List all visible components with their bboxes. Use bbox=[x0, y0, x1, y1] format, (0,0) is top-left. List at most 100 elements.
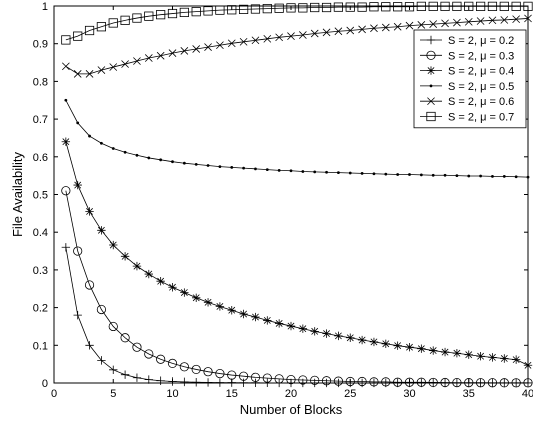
data-point bbox=[61, 62, 70, 71]
data-point bbox=[393, 2, 403, 12]
data-point bbox=[132, 261, 142, 271]
data-point bbox=[132, 373, 142, 382]
plot-area bbox=[61, 1, 533, 388]
data-point bbox=[263, 34, 272, 43]
data-point bbox=[301, 170, 305, 173]
data-point bbox=[192, 378, 201, 387]
legend-marker bbox=[426, 50, 436, 60]
data-point bbox=[310, 375, 320, 385]
data-point bbox=[135, 153, 139, 157]
data-point bbox=[159, 158, 163, 162]
data-point bbox=[393, 22, 402, 31]
data-point bbox=[405, 342, 414, 352]
series-line bbox=[65, 190, 528, 384]
data-point bbox=[417, 20, 426, 29]
legend-entry: S = 2, μ = 0.4 bbox=[420, 66, 514, 78]
data-point bbox=[464, 17, 473, 26]
data-point bbox=[512, 15, 521, 24]
data-point bbox=[263, 316, 272, 325]
legend-label: S = 2, μ = 0.5 bbox=[448, 81, 514, 93]
data-point bbox=[431, 173, 435, 177]
data-point bbox=[428, 377, 438, 388]
data-point bbox=[455, 174, 459, 178]
data-point bbox=[298, 324, 308, 333]
legend-box bbox=[413, 29, 527, 129]
data-point bbox=[218, 165, 222, 169]
data-point bbox=[310, 29, 319, 38]
data-point bbox=[289, 169, 293, 173]
data-point bbox=[405, 21, 414, 30]
data-point bbox=[76, 121, 80, 125]
data-point bbox=[274, 3, 284, 13]
data-point bbox=[346, 333, 355, 342]
data-point bbox=[440, 347, 450, 357]
data-point bbox=[156, 51, 165, 60]
data-point bbox=[429, 346, 438, 355]
data-point bbox=[123, 150, 127, 154]
data-point bbox=[453, 18, 461, 27]
data-point bbox=[333, 376, 343, 386]
legend-entry: S = 2, μ = 0.3 bbox=[420, 50, 514, 62]
data-point bbox=[97, 66, 106, 74]
legend: S = 2, μ = 0.2 S = 2, μ = 0.3 S = 2, μ = 0… bbox=[413, 29, 527, 129]
y-tick-label: 0.7 bbox=[33, 114, 48, 126]
data-point bbox=[144, 349, 154, 359]
data-point bbox=[502, 175, 506, 178]
data-point bbox=[180, 377, 189, 387]
data-point bbox=[348, 171, 352, 175]
data-point bbox=[108, 321, 118, 332]
data-point bbox=[191, 7, 201, 17]
data-point bbox=[73, 31, 83, 41]
data-point bbox=[514, 175, 518, 179]
data-point bbox=[61, 35, 71, 45]
y-tick-label: 0.1 bbox=[33, 340, 48, 352]
data-point bbox=[325, 170, 328, 174]
data-point bbox=[85, 341, 94, 350]
data-point bbox=[216, 41, 224, 50]
data-point bbox=[156, 354, 166, 364]
data-point bbox=[109, 240, 118, 250]
data-point bbox=[120, 15, 130, 25]
data-point bbox=[121, 60, 129, 68]
data-point bbox=[239, 37, 248, 46]
data-point bbox=[167, 358, 178, 368]
data-point bbox=[416, 377, 426, 387]
data-point bbox=[476, 17, 485, 25]
data-point bbox=[500, 16, 509, 24]
data-point bbox=[464, 350, 473, 359]
y-tick-label: 0.8 bbox=[33, 76, 48, 88]
data-point bbox=[404, 377, 415, 387]
x-tick-label: 10 bbox=[166, 388, 178, 400]
legend-marker bbox=[426, 35, 436, 45]
data-point bbox=[381, 377, 391, 387]
data-point bbox=[85, 70, 94, 78]
data-point bbox=[369, 377, 379, 387]
data-point bbox=[251, 36, 260, 45]
data-point bbox=[132, 342, 142, 352]
x-tick-label: 20 bbox=[285, 388, 297, 400]
legend-entry: S = 2, μ = 0.6 bbox=[420, 96, 514, 108]
legend-label: S = 2, μ = 0.3 bbox=[448, 50, 514, 62]
legend-label: S = 2, μ = 0.2 bbox=[448, 35, 514, 47]
data-point bbox=[500, 354, 509, 363]
series-line bbox=[65, 18, 529, 75]
data-point bbox=[108, 18, 118, 28]
data-point bbox=[168, 283, 177, 292]
data-point bbox=[298, 375, 308, 385]
data-point bbox=[64, 98, 68, 102]
data-point bbox=[192, 293, 201, 302]
data-point bbox=[254, 167, 257, 171]
data-point bbox=[476, 352, 485, 361]
data-point bbox=[298, 31, 307, 39]
data-point bbox=[488, 353, 497, 362]
data-point bbox=[61, 186, 71, 196]
legend-label: S = 2, μ = 0.7 bbox=[448, 112, 514, 124]
x-tick-label: 30 bbox=[403, 388, 415, 400]
data-point bbox=[109, 63, 118, 71]
data-point bbox=[120, 252, 130, 261]
legend-entry: S = 2, μ = 0.7 bbox=[420, 112, 514, 124]
data-point bbox=[251, 312, 260, 322]
series-2 bbox=[61, 186, 533, 388]
x-tick-label: 40 bbox=[522, 388, 533, 400]
data-point bbox=[73, 180, 82, 190]
